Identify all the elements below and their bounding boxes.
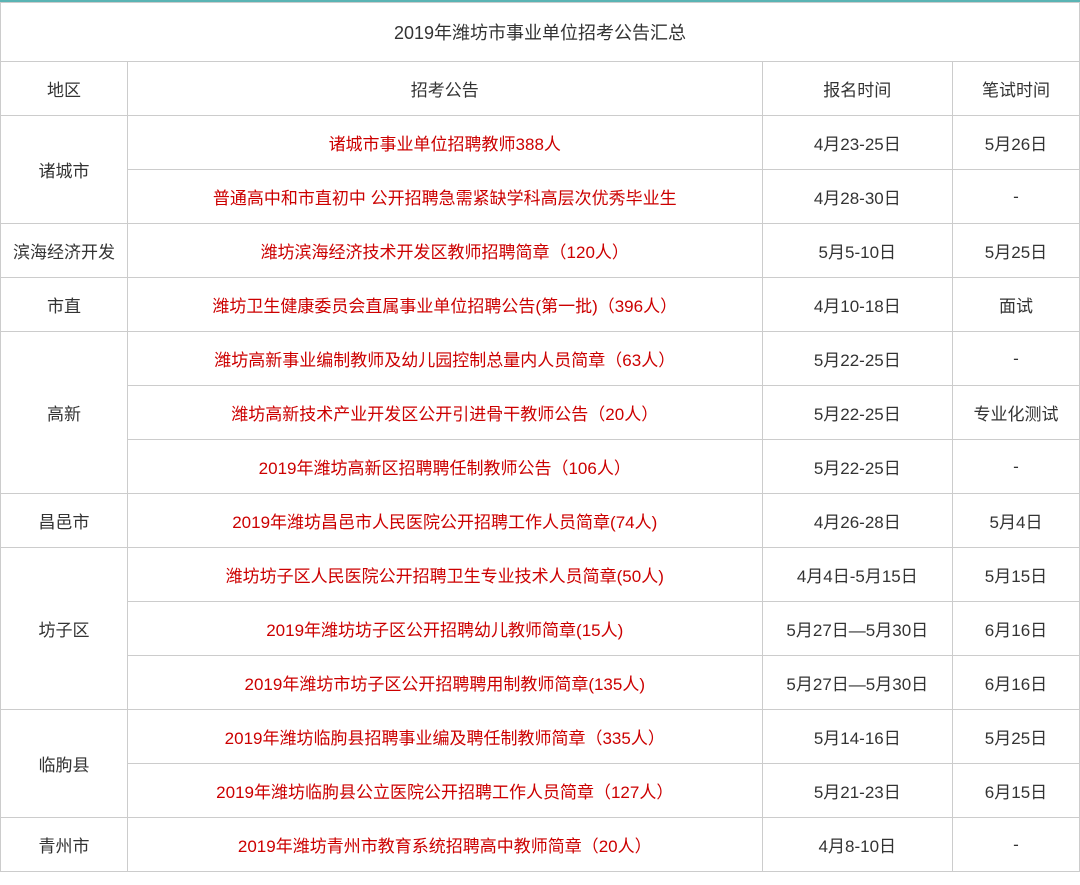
exam-time: 6月15日 — [952, 764, 1079, 818]
announcement-link[interactable]: 2019年潍坊高新区招聘聘任制教师公告（106人） — [127, 440, 762, 494]
registration-time: 5月14-16日 — [762, 710, 952, 764]
exam-time: 5月25日 — [952, 224, 1079, 278]
table-row: 2019年潍坊高新区招聘聘任制教师公告（106人）5月22-25日- — [1, 440, 1080, 494]
announcement-link[interactable]: 2019年潍坊临朐县招聘事业编及聘任制教师简章（335人） — [127, 710, 762, 764]
table-row: 昌邑市2019年潍坊昌邑市人民医院公开招聘工作人员简章(74人)4月26-28日… — [1, 494, 1080, 548]
exam-time: 6月16日 — [952, 656, 1079, 710]
table-title: 2019年潍坊市事业单位招考公告汇总 — [1, 3, 1080, 62]
region-cell: 青州市 — [1, 818, 128, 872]
registration-time: 4月8-10日 — [762, 818, 952, 872]
table-row: 2019年潍坊市坊子区公开招聘聘用制教师简章(135人)5月27日—5月30日6… — [1, 656, 1080, 710]
region-cell: 临朐县 — [1, 710, 128, 818]
table-row: 临朐县2019年潍坊临朐县招聘事业编及聘任制教师简章（335人）5月14-16日… — [1, 710, 1080, 764]
announcement-link[interactable]: 潍坊高新技术产业开发区公开引进骨干教师公告（20人） — [127, 386, 762, 440]
announcement-link[interactable]: 潍坊卫生健康委员会直属事业单位招聘公告(第一批)（396人） — [127, 278, 762, 332]
header-region: 地区 — [1, 62, 128, 116]
table-row: 滨海经济开发潍坊滨海经济技术开发区教师招聘简章（120人）5月5-10日5月25… — [1, 224, 1080, 278]
region-cell: 昌邑市 — [1, 494, 128, 548]
announcement-link[interactable]: 潍坊高新事业编制教师及幼儿园控制总量内人员简章（63人） — [127, 332, 762, 386]
table-row: 普通高中和市直初中 公开招聘急需紧缺学科高层次优秀毕业生4月28-30日- — [1, 170, 1080, 224]
announcement-link[interactable]: 2019年潍坊青州市教育系统招聘高中教师简章（20人） — [127, 818, 762, 872]
registration-time: 4月23-25日 — [762, 116, 952, 170]
announcement-link[interactable]: 2019年潍坊临朐县公立医院公开招聘工作人员简章（127人） — [127, 764, 762, 818]
header-examtime: 笔试时间 — [952, 62, 1079, 116]
registration-time: 5月21-23日 — [762, 764, 952, 818]
registration-time: 5月27日—5月30日 — [762, 656, 952, 710]
header-regtime: 报名时间 — [762, 62, 952, 116]
announcement-link[interactable]: 潍坊坊子区人民医院公开招聘卫生专业技术人员简章(50人) — [127, 548, 762, 602]
region-cell: 滨海经济开发 — [1, 224, 128, 278]
exam-time: - — [952, 818, 1079, 872]
announcement-link[interactable]: 2019年潍坊坊子区公开招聘幼儿教师简章(15人) — [127, 602, 762, 656]
exam-time: - — [952, 170, 1079, 224]
registration-time: 4月4日-5月15日 — [762, 548, 952, 602]
region-cell: 高新 — [1, 332, 128, 494]
announcement-link[interactable]: 2019年潍坊昌邑市人民医院公开招聘工作人员简章(74人) — [127, 494, 762, 548]
exam-time: 面试 — [952, 278, 1079, 332]
table-row: 市直潍坊卫生健康委员会直属事业单位招聘公告(第一批)（396人）4月10-18日… — [1, 278, 1080, 332]
registration-time: 4月10-18日 — [762, 278, 952, 332]
region-cell: 市直 — [1, 278, 128, 332]
table-row: 2019年潍坊坊子区公开招聘幼儿教师简章(15人)5月27日—5月30日6月16… — [1, 602, 1080, 656]
region-cell: 诸城市 — [1, 116, 128, 224]
exam-time: 5月25日 — [952, 710, 1079, 764]
exam-time: 专业化测试 — [952, 386, 1079, 440]
table-row: 2019年潍坊临朐县公立医院公开招聘工作人员简章（127人）5月21-23日6月… — [1, 764, 1080, 818]
region-cell: 坊子区 — [1, 548, 128, 710]
recruitment-table: 2019年潍坊市事业单位招考公告汇总地区招考公告报名时间笔试时间诸城市诸城市事业… — [0, 2, 1080, 872]
registration-time: 5月22-25日 — [762, 440, 952, 494]
registration-time: 5月22-25日 — [762, 386, 952, 440]
recruitment-table-container: 2019年潍坊市事业单位招考公告汇总地区招考公告报名时间笔试时间诸城市诸城市事业… — [0, 0, 1080, 872]
exam-time: 6月16日 — [952, 602, 1079, 656]
registration-time: 5月27日—5月30日 — [762, 602, 952, 656]
announcement-link[interactable]: 潍坊滨海经济技术开发区教师招聘简章（120人） — [127, 224, 762, 278]
exam-time: 5月4日 — [952, 494, 1079, 548]
table-title-row: 2019年潍坊市事业单位招考公告汇总 — [1, 3, 1080, 62]
exam-time: - — [952, 332, 1079, 386]
registration-time: 5月22-25日 — [762, 332, 952, 386]
table-header-row: 地区招考公告报名时间笔试时间 — [1, 62, 1080, 116]
announcement-link[interactable]: 诸城市事业单位招聘教师388人 — [127, 116, 762, 170]
table-row: 坊子区潍坊坊子区人民医院公开招聘卫生专业技术人员简章(50人)4月4日-5月15… — [1, 548, 1080, 602]
header-announcement: 招考公告 — [127, 62, 762, 116]
registration-time: 4月26-28日 — [762, 494, 952, 548]
registration-time: 5月5-10日 — [762, 224, 952, 278]
registration-time: 4月28-30日 — [762, 170, 952, 224]
announcement-link[interactable]: 2019年潍坊市坊子区公开招聘聘用制教师简章(135人) — [127, 656, 762, 710]
table-row: 青州市2019年潍坊青州市教育系统招聘高中教师简章（20人）4月8-10日- — [1, 818, 1080, 872]
exam-time: 5月26日 — [952, 116, 1079, 170]
table-row: 诸城市诸城市事业单位招聘教师388人4月23-25日5月26日 — [1, 116, 1080, 170]
table-row: 潍坊高新技术产业开发区公开引进骨干教师公告（20人）5月22-25日专业化测试 — [1, 386, 1080, 440]
exam-time: - — [952, 440, 1079, 494]
exam-time: 5月15日 — [952, 548, 1079, 602]
announcement-link[interactable]: 普通高中和市直初中 公开招聘急需紧缺学科高层次优秀毕业生 — [127, 170, 762, 224]
table-row: 高新潍坊高新事业编制教师及幼儿园控制总量内人员简章（63人）5月22-25日- — [1, 332, 1080, 386]
